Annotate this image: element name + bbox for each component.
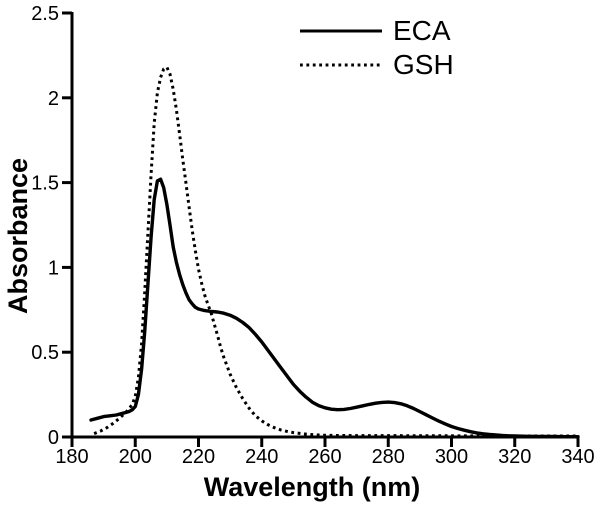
eca-curve (89, 177, 580, 439)
legend-label-gsh: GSH (393, 49, 454, 80)
x-axis-title: Wavelength (nm) (204, 472, 421, 502)
x-tick-label: 260 (308, 446, 341, 468)
y-axis-title: Absorbance (3, 158, 33, 314)
x-tick-label: 220 (182, 446, 215, 468)
x-tick-label: 320 (498, 446, 531, 468)
x-tick-label: 340 (561, 446, 594, 468)
y-tick-label: 2.5 (31, 3, 59, 25)
x-tick-label: 280 (372, 446, 405, 468)
y-tick-label: 1 (48, 257, 59, 279)
y-tick-label: 1.5 (31, 173, 59, 195)
y-tick-label: 2 (48, 88, 59, 110)
x-tick-label: 300 (435, 446, 468, 468)
y-tick-label: 0.5 (31, 342, 59, 364)
x-tick-label: 240 (245, 446, 278, 468)
curves (89, 65, 580, 439)
y-tick-label: 0 (48, 427, 59, 449)
x-tick-label: 200 (119, 446, 152, 468)
legend-label-eca: ECA (393, 15, 451, 46)
axes: 180 200 220 240 260 280 300 320 340 0 0.5 1 1.5 2 2.5 (31, 3, 595, 468)
gsh-curve (93, 65, 578, 438)
x-tick-label: 180 (55, 446, 88, 468)
